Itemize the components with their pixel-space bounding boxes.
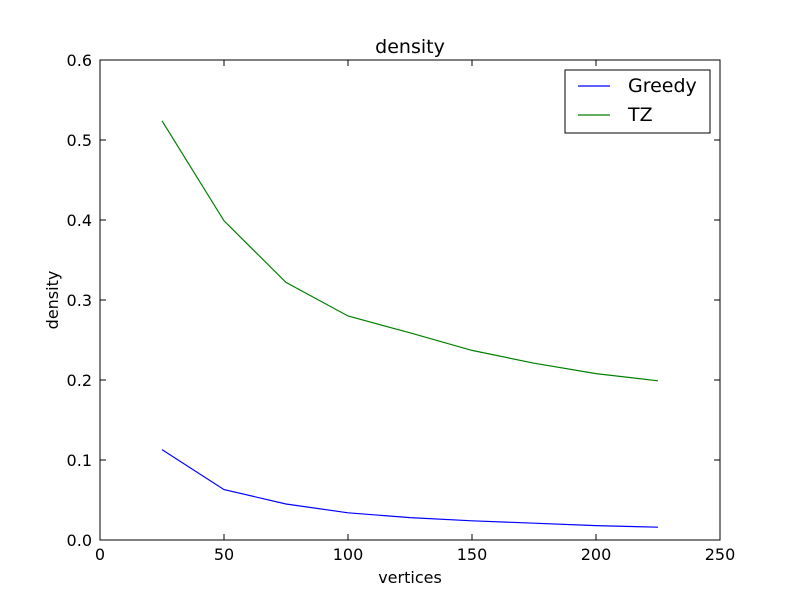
x-tick-label: 50	[214, 545, 234, 564]
y-tick-label: 0.2	[67, 371, 92, 390]
y-axis-label: density	[43, 271, 62, 330]
x-axis-ticks: 0 50 100 150 200 250	[95, 60, 735, 564]
x-tick-label: 250	[705, 545, 736, 564]
y-tick-label: 0.1	[67, 451, 92, 470]
x-tick-label: 100	[333, 545, 364, 564]
x-tick-label: 0	[95, 545, 105, 564]
legend-label-greedy: Greedy	[628, 75, 697, 97]
legend: Greedy TZ	[564, 69, 711, 134]
y-tick-label: 0.6	[67, 51, 92, 70]
y-tick-label: 0.3	[67, 291, 92, 310]
y-tick-label: 0.4	[67, 211, 92, 230]
y-tick-label: 0.5	[67, 131, 92, 150]
x-tick-label: 150	[457, 545, 488, 564]
x-tick-label: 200	[581, 545, 612, 564]
series-line-tz	[161, 120, 659, 382]
legend-box	[564, 69, 711, 134]
series-line-greedy	[161, 449, 659, 528]
y-axis-ticks: 0.0 0.1 0.2 0.3 0.4 0.5 0.6	[67, 51, 720, 550]
y-tick-label: 0.0	[67, 531, 92, 550]
x-axis-label: vertices	[378, 568, 442, 587]
chart-title: density	[375, 36, 445, 58]
legend-label-tz: TZ	[627, 104, 653, 126]
series-layer	[161, 120, 659, 528]
